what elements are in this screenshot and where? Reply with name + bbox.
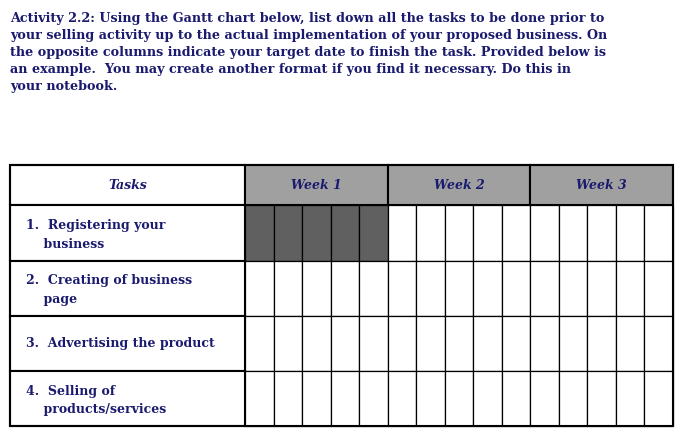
Text: 2.  Creating of business: 2. Creating of business (27, 274, 193, 288)
Bar (359, 261, 388, 316)
Bar (587, 371, 616, 426)
Bar (616, 261, 645, 316)
Bar (10, 316, 245, 371)
Bar (502, 316, 531, 371)
Bar (417, 261, 445, 316)
Bar (10, 371, 245, 426)
Bar (531, 261, 559, 316)
Bar (645, 371, 673, 426)
Bar (388, 205, 417, 261)
Bar (531, 165, 673, 205)
Bar (587, 316, 616, 371)
Bar (473, 205, 502, 261)
Bar (359, 205, 388, 261)
Bar (245, 165, 388, 205)
Bar (245, 205, 274, 261)
Bar (502, 205, 531, 261)
Bar (473, 371, 502, 426)
Bar (559, 316, 587, 371)
Text: business: business (27, 238, 104, 250)
Bar (559, 205, 587, 261)
Bar (645, 205, 673, 261)
Bar (445, 205, 473, 261)
Bar (559, 371, 587, 426)
Bar (303, 316, 331, 371)
Bar (616, 205, 645, 261)
Bar (417, 371, 445, 426)
Bar (245, 261, 274, 316)
Bar (417, 205, 445, 261)
Bar (331, 371, 359, 426)
Bar (10, 165, 673, 426)
Bar (531, 205, 559, 261)
Bar (388, 261, 417, 316)
Bar (388, 371, 417, 426)
Bar (359, 371, 388, 426)
Text: Activity 2.2: Using the Gantt chart below, list down all the tasks to be done pr: Activity 2.2: Using the Gantt chart belo… (10, 12, 604, 25)
Bar (274, 316, 303, 371)
Bar (388, 316, 417, 371)
Text: an example.  You may create another format if you find it necessary. Do this in: an example. You may create another forma… (10, 63, 571, 76)
Bar (10, 205, 245, 261)
Bar (473, 261, 502, 316)
Text: your selling activity up to the actual implementation of your proposed business.: your selling activity up to the actual i… (10, 29, 607, 42)
Bar (445, 261, 473, 316)
Bar (331, 316, 359, 371)
Bar (274, 205, 303, 261)
Bar (388, 165, 531, 205)
Bar (417, 316, 445, 371)
Bar (502, 371, 531, 426)
Bar (10, 261, 245, 316)
Bar (274, 261, 303, 316)
Bar (531, 371, 559, 426)
Bar (303, 205, 331, 261)
Bar (245, 316, 274, 371)
Bar (359, 316, 388, 371)
Bar (616, 371, 645, 426)
Bar (645, 261, 673, 316)
Text: Week 1: Week 1 (291, 179, 342, 192)
Bar (445, 371, 473, 426)
Bar (245, 371, 274, 426)
Bar (331, 261, 359, 316)
Text: page: page (27, 293, 78, 306)
Bar (616, 316, 645, 371)
Bar (502, 261, 531, 316)
Text: Week 2: Week 2 (434, 179, 484, 192)
Bar (274, 371, 303, 426)
Bar (331, 205, 359, 261)
Bar (445, 316, 473, 371)
Text: 4.  Selling of: 4. Selling of (27, 385, 115, 398)
Bar (303, 371, 331, 426)
Text: Tasks: Tasks (109, 179, 147, 192)
Text: 3.  Advertising the product: 3. Advertising the product (27, 337, 215, 350)
Bar (10, 165, 245, 205)
Bar (587, 261, 616, 316)
Bar (587, 205, 616, 261)
Bar (559, 261, 587, 316)
Text: your notebook.: your notebook. (10, 80, 117, 93)
Bar (473, 316, 502, 371)
Text: the opposite columns indicate your target date to finish the task. Provided belo: the opposite columns indicate your targe… (10, 46, 606, 59)
Bar (531, 316, 559, 371)
Text: 1.  Registering your: 1. Registering your (27, 220, 166, 232)
Text: Week 3: Week 3 (576, 179, 627, 192)
Bar (303, 261, 331, 316)
Text: products/services: products/services (27, 403, 167, 416)
Bar (645, 316, 673, 371)
